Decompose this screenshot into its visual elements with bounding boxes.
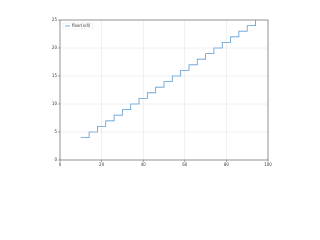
background xyxy=(0,0,320,180)
x-tick-label: 80 xyxy=(224,162,230,167)
x-tick-label: 20 xyxy=(99,162,105,167)
legend-label: floor(x/4) xyxy=(72,23,91,28)
y-tick-label: 25 xyxy=(52,17,58,22)
y-tick-label: 5 xyxy=(54,129,57,134)
x-tick-label: 40 xyxy=(141,162,147,167)
x-tick-label: 60 xyxy=(182,162,188,167)
line-series xyxy=(80,20,256,138)
plot-frame xyxy=(59,19,269,161)
y-tick-label: 0 xyxy=(54,157,57,162)
x-tick-label: 100 xyxy=(264,162,272,167)
y-tick-label: 10 xyxy=(52,101,58,106)
legend-box xyxy=(62,22,94,30)
x-tick-label: 0 xyxy=(59,162,62,167)
y-tick-label: 20 xyxy=(52,45,58,50)
y-tick-label: 15 xyxy=(52,73,58,78)
chart: 0 20 40 60 80 100 0 5 10 15 20 25 floor(x/4) xyxy=(0,0,320,180)
